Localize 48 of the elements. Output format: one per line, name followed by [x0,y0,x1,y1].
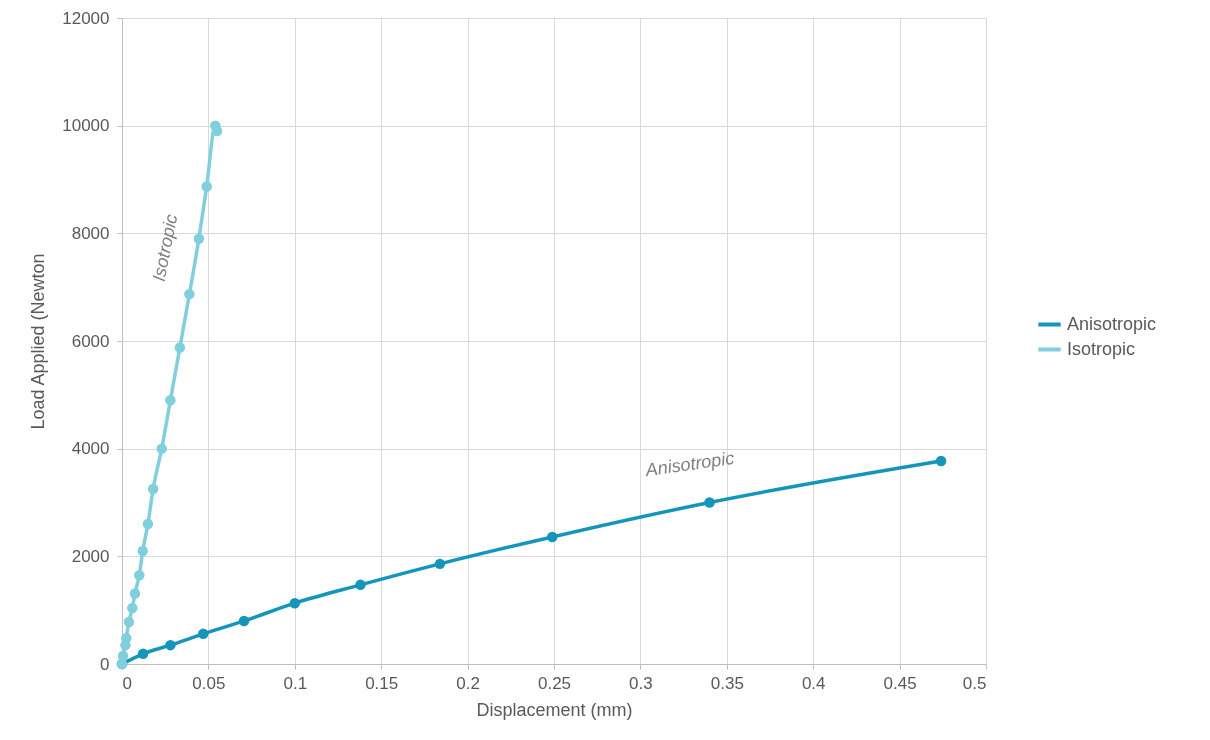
point [174,342,186,353]
y-axis-title: Load Applied (Newton [28,253,49,430]
point [434,558,446,570]
x-tick-label: 0.3 [629,673,653,693]
point [134,569,145,581]
y-tick-label: 2000 [71,546,110,566]
x-tick-label: 0.05 [192,673,226,693]
point [137,545,148,557]
y-tick-label: 4000 [71,439,110,459]
x-tick-label: 0.35 [710,673,744,693]
x-tick-label: 0.15 [365,673,399,693]
x-tick-label: 0.5 [962,673,987,693]
legend-label: Isotropic [1067,338,1136,359]
y-tick-label: 8000 [71,223,110,243]
point [197,628,209,640]
point [355,579,366,591]
point [137,648,149,660]
point [704,497,715,508]
annotation: Anisotropic [643,447,736,481]
point [184,288,195,300]
point [129,588,141,599]
x-axis-title: Displacement (mm) [476,699,633,720]
point [123,616,135,628]
y-tick-label: 0 [100,654,110,674]
point [547,531,558,543]
point [935,455,947,467]
x-tick-label: 0.2 [456,673,480,693]
x-tick-label: 0.45 [883,673,917,693]
point [238,615,250,627]
point [147,483,159,495]
x-tick-label: 0.1 [283,673,308,693]
point [193,233,205,244]
point [117,650,129,662]
point [127,602,138,614]
y-tick-label: 6000 [71,331,110,351]
point [201,181,212,192]
annotation: Isotropic [148,212,182,284]
point [156,443,167,454]
point [165,394,176,406]
y-tick-label: 12000 [62,8,110,28]
point [289,597,301,609]
x-tick-label: 0.25 [537,673,572,693]
point [165,639,176,651]
x-tick-label: 0.4 [801,673,826,693]
point [142,518,154,530]
y-tick-label: 10000 [62,116,110,136]
legend-label: Anisotropic [1067,313,1157,334]
x-tick-label: 0 [122,673,132,693]
